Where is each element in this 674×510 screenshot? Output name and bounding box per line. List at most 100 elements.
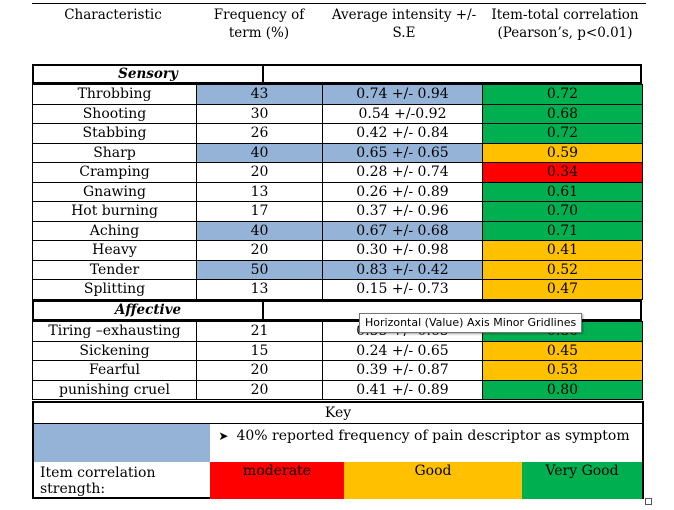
top-rule <box>32 3 646 4</box>
affective-table: Tiring –exhausting210.55 +/- 0.650.80Sic… <box>32 321 643 400</box>
descriptor-cell: Cramping <box>32 162 197 183</box>
chart-tooltip: Horizontal (Value) Axis Minor Gridlines <box>359 313 583 333</box>
table-row: Gnawing 13 0.26 +/- 0.89 0.61 <box>32 181 643 202</box>
intensity-cell: 0.28 +/- 0.74 <box>322 162 483 183</box>
intensity-cell: 0.24 +/- 0.65 <box>322 340 483 361</box>
correlation-cell: 0.41 <box>482 240 643 261</box>
frequency-cell: 30 <box>196 103 323 124</box>
frequency-cell: 20 <box>196 379 323 400</box>
table-row: Tender 50 0.83 +/- 0.42 0.52 <box>32 259 643 280</box>
frequency-cell: 13 <box>196 181 323 202</box>
section-sensory-label: Sensory <box>34 66 264 82</box>
correlation-cell: 0.53 <box>482 360 643 381</box>
correlation-cell: 0.72 <box>482 84 643 105</box>
frequency-cell: 40 <box>196 220 323 241</box>
correlation-cell: 0.68 <box>482 103 643 124</box>
intensity-cell: 0.83 +/- 0.42 <box>322 259 483 280</box>
correlation-cell: 0.45 <box>482 340 643 361</box>
key-strength-row: Item correlation strength: moderate Good… <box>34 462 642 499</box>
table-row: Aching 40 0.67 +/- 0.68 0.71 <box>32 220 643 241</box>
correlation-cell: 0.34 <box>482 162 643 183</box>
key-frequency-swatch <box>34 424 210 462</box>
intensity-cell: 0.67 +/- 0.68 <box>322 220 483 241</box>
section-affective-label: Affective <box>34 302 264 319</box>
descriptor-cell: Hot burning <box>32 201 197 222</box>
frequency-cell: 40 <box>196 142 323 163</box>
intensity-cell: 0.65 +/- 0.65 <box>322 142 483 163</box>
key-box: Key ➤ 40% reported frequency of pain desc… <box>32 401 644 499</box>
header-correlation: Item-total correlation (Pearson’s, p<0.0… <box>484 6 646 42</box>
key-title: Key <box>34 403 642 424</box>
header-frequency: Frequency of term (%) <box>196 6 322 42</box>
correlation-cell: 0.59 <box>482 142 643 163</box>
frequency-cell: 15 <box>196 340 323 361</box>
correlation-cell: 0.72 <box>482 123 643 144</box>
intensity-cell: 0.26 +/- 0.89 <box>322 181 483 202</box>
correlation-cell: 0.61 <box>482 181 643 202</box>
descriptor-cell: Shooting <box>32 103 197 124</box>
frequency-cell: 50 <box>196 259 323 280</box>
intensity-cell: 0.41 +/- 0.89 <box>322 379 483 400</box>
correlation-cell: 0.47 <box>482 279 643 300</box>
table-row: Stabbing 26 0.42 +/- 0.84 0.72 <box>32 123 643 144</box>
descriptor-cell: Tender <box>32 259 197 280</box>
table-row: punishing cruel 20 0.41 +/- 0.89 0.80 <box>32 379 643 400</box>
header-characteristic-text: Characteristic <box>64 7 162 23</box>
descriptor-cell: Stabbing <box>32 123 197 144</box>
key-very-good: Very Good <box>522 462 642 499</box>
intensity-cell: 0.54 +/-0.92 <box>322 103 483 124</box>
table-row: Throbbing 43 0.74 +/- 0.94 0.72 <box>32 84 643 105</box>
table-row: Cramping 20 0.28 +/- 0.74 0.34 <box>32 162 643 183</box>
intensity-cell: 0.30 +/- 0.98 <box>322 240 483 261</box>
descriptor-cell: Aching <box>32 220 197 241</box>
section-sensory: Sensory <box>32 64 642 84</box>
correlation-cell: 0.52 <box>482 259 643 280</box>
frequency-cell: 20 <box>196 162 323 183</box>
resize-handle[interactable] <box>645 498 652 505</box>
descriptor-cell: Throbbing <box>32 84 197 105</box>
key-frequency-note: ➤ 40% reported frequency of pain descript… <box>214 427 634 445</box>
frequency-cell: 13 <box>196 279 323 300</box>
intensity-cell: 0.15 +/- 0.73 <box>322 279 483 300</box>
header-intensity: Average intensity +/- S.E <box>326 6 482 42</box>
frequency-cell: 20 <box>196 360 323 381</box>
header-intensity-text: Average intensity +/- S.E <box>331 7 477 41</box>
header-correlation-text: Item-total correlation (Pearson’s, p<0.0… <box>491 7 639 41</box>
key-strength-label: Item correlation strength: <box>40 465 156 497</box>
arrow-bullet-icon: ➤ <box>218 429 229 443</box>
descriptor-cell: Tiring –exhausting <box>32 321 197 342</box>
intensity-cell: 0.74 +/- 0.94 <box>322 84 483 105</box>
table-row: Fearful 20 0.39 +/- 0.87 0.53 <box>32 360 643 381</box>
intensity-cell: 0.42 +/- 0.84 <box>322 123 483 144</box>
table-row: Sharp 40 0.65 +/- 0.65 0.59 <box>32 142 643 163</box>
key-frequency-note-text: 40% reported frequency of pain descripto… <box>236 428 630 444</box>
intensity-cell: 0.39 +/- 0.87 <box>322 360 483 381</box>
correlation-cell: 0.80 <box>482 379 643 400</box>
correlation-cell: 0.70 <box>482 201 643 222</box>
frequency-cell: 17 <box>196 201 323 222</box>
frequency-cell: 43 <box>196 84 323 105</box>
descriptor-cell: Splitting <box>32 279 197 300</box>
table-row: Heavy 20 0.30 +/- 0.98 0.41 <box>32 240 643 261</box>
correlation-cell: 0.71 <box>482 220 643 241</box>
key-good: Good <box>344 462 522 499</box>
key-moderate: moderate <box>210 462 344 499</box>
header-frequency-text: Frequency of term (%) <box>213 7 305 41</box>
intensity-cell: 0.37 +/- 0.96 <box>322 201 483 222</box>
table-row: Hot burning 17 0.37 +/- 0.96 0.70 <box>32 201 643 222</box>
sensory-table: Throbbing 43 0.74 +/- 0.94 0.72 Shooting 30 0.… <box>32 84 643 300</box>
table-row: Shooting 30 0.54 +/-0.92 0.68 <box>32 103 643 124</box>
header-characteristic: Characteristic <box>32 6 194 24</box>
table-row: Splitting 13 0.15 +/- 0.73 0.47 <box>32 279 643 300</box>
frequency-cell: 26 <box>196 123 323 144</box>
descriptor-cell: Sharp <box>32 142 197 163</box>
descriptor-cell: Gnawing <box>32 181 197 202</box>
descriptor-cell: Heavy <box>32 240 197 261</box>
descriptor-cell: Fearful <box>32 360 197 381</box>
table-row: Sickening 15 0.24 +/- 0.65 0.45 <box>32 340 643 361</box>
descriptor-cell: Sickening <box>32 340 197 361</box>
descriptor-cell: punishing cruel <box>32 379 197 400</box>
frequency-cell: 21 <box>196 321 323 342</box>
frequency-cell: 20 <box>196 240 323 261</box>
